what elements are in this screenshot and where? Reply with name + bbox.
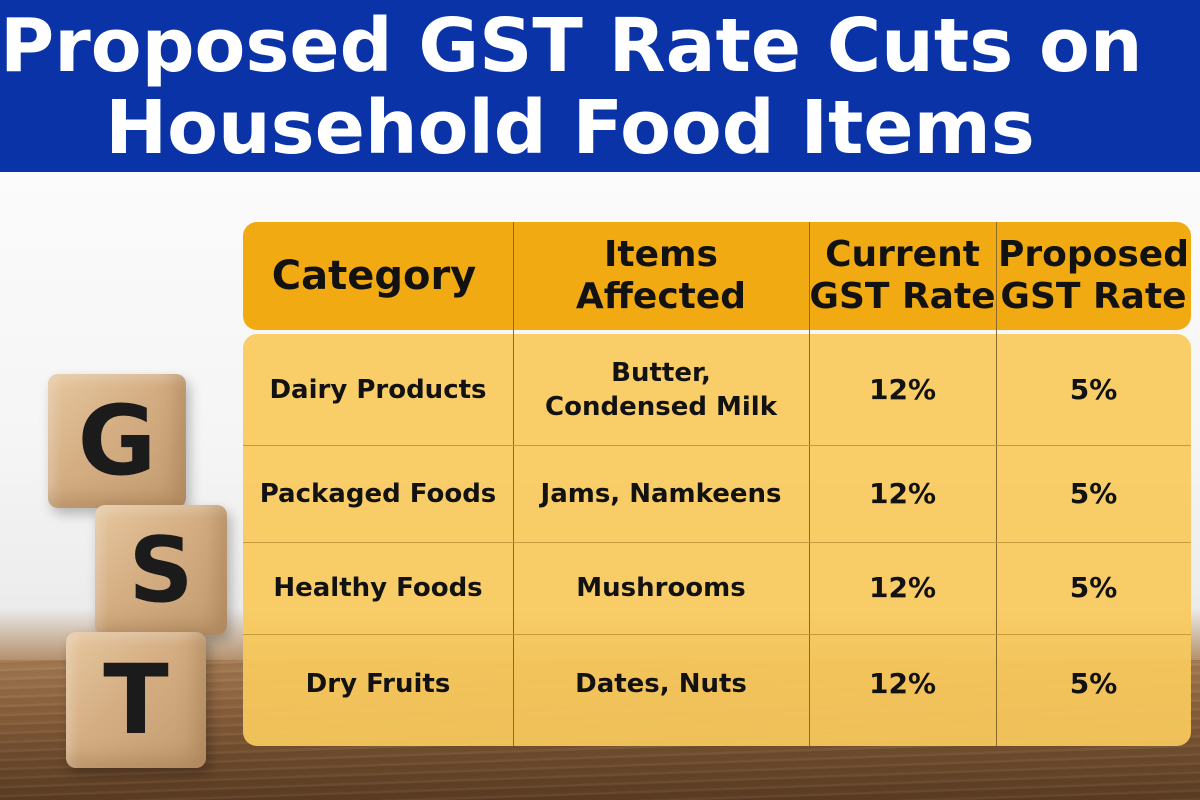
header-current-gst-rate: Current GST Rate xyxy=(809,234,996,317)
row-divider xyxy=(243,634,1191,635)
column-divider xyxy=(513,222,514,746)
row-3-items: Mushrooms xyxy=(576,573,746,603)
row-3-category: Healthy Foods xyxy=(273,573,483,603)
cube-t: T xyxy=(66,632,206,768)
cube-letter-g: G xyxy=(77,385,157,497)
table-body-background xyxy=(243,334,1191,746)
table-header-background xyxy=(243,222,1191,330)
header-category: Category xyxy=(271,253,477,299)
header-items-affected: Items Affected xyxy=(575,234,747,317)
row-2-proposed-rate: 5% xyxy=(1069,476,1118,510)
row-divider xyxy=(243,542,1191,543)
row-1-current-rate: 12% xyxy=(868,372,937,406)
row-2-current-rate: 12% xyxy=(868,476,937,510)
row-3-proposed-rate: 5% xyxy=(1069,571,1118,604)
row-2-items: Jams, Namkeens xyxy=(540,478,782,509)
cube-g: G xyxy=(48,374,186,508)
column-divider xyxy=(996,222,997,746)
column-divider xyxy=(809,222,810,746)
row-4-current-rate: 12% xyxy=(868,667,937,700)
row-3-current-rate: 12% xyxy=(868,571,937,604)
row-4-items: Dates, Nuts xyxy=(575,669,747,699)
cube-s: S xyxy=(95,505,227,635)
row-1-category: Dairy Products xyxy=(269,374,487,405)
cube-letter-s: S xyxy=(128,517,194,623)
row-1-proposed-rate: 5% xyxy=(1069,372,1118,406)
gst-rate-table: Category Items Affected Current GST Rate… xyxy=(243,222,1191,746)
row-divider xyxy=(243,445,1191,446)
header-proposed-gst-rate: Proposed GST Rate xyxy=(998,234,1189,317)
title-banner: Proposed GST Rate Cuts on Household Food… xyxy=(0,0,1200,172)
row-1-items: Butter, Condensed Milk xyxy=(545,357,777,422)
title-line-1: Proposed GST Rate Cuts on xyxy=(0,3,1143,89)
row-2-category: Packaged Foods xyxy=(259,478,497,509)
row-4-category: Dry Fruits xyxy=(305,669,451,699)
row-4-proposed-rate: 5% xyxy=(1069,667,1118,700)
cube-letter-t: T xyxy=(103,644,169,756)
title-line-2: Household Food Items xyxy=(105,85,1035,171)
